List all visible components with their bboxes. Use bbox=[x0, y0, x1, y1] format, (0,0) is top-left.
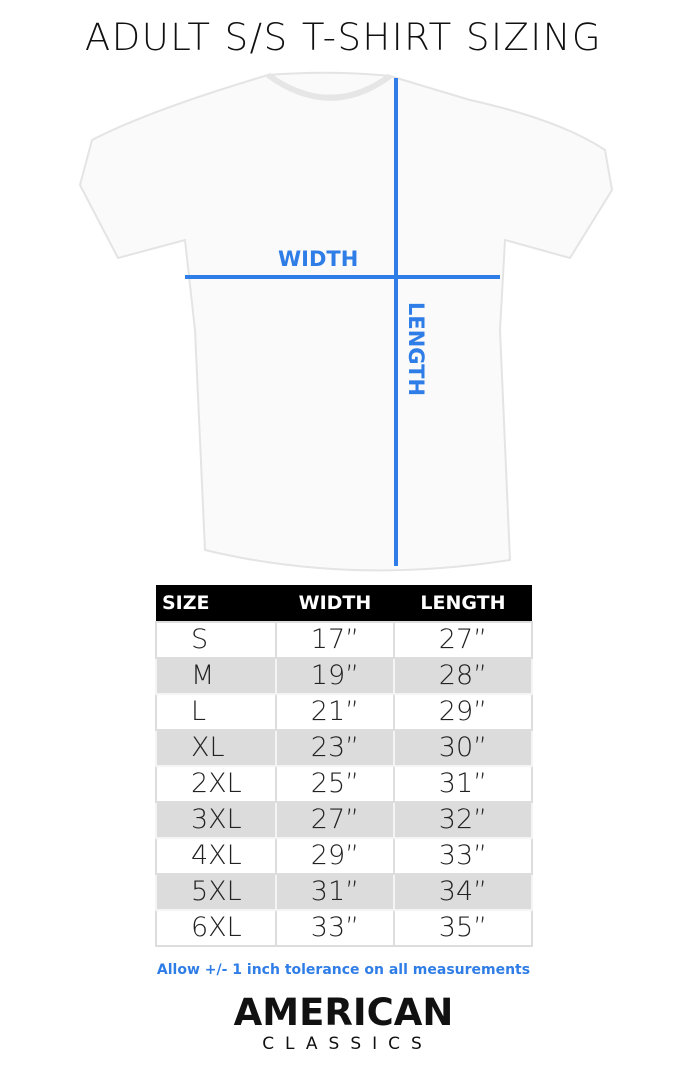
table-row: L 21” 29” bbox=[155, 693, 534, 731]
width-label: WIDTH bbox=[278, 247, 359, 271]
width-cell: 31” bbox=[275, 873, 395, 911]
tshirt-image bbox=[78, 71, 614, 572]
width-cell: 23” bbox=[275, 729, 395, 767]
table-row: 5XL 31” 34” bbox=[155, 873, 534, 911]
size-cell: 4XL bbox=[155, 837, 277, 875]
length-cell: 35” bbox=[392, 909, 534, 947]
width-cell: 27” bbox=[275, 801, 395, 839]
header-width: WIDTH bbox=[276, 585, 394, 622]
size-cell: 2XL bbox=[155, 765, 277, 803]
length-label: LENGTH bbox=[404, 302, 428, 397]
page-title: ADULT S/S T-SHIRT SIZING bbox=[84, 16, 603, 59]
size-cell: 3XL bbox=[155, 801, 277, 839]
width-cell: 21” bbox=[275, 693, 395, 731]
length-cell: 33” bbox=[392, 837, 534, 875]
size-table: SIZE WIDTH LENGTH S 17” 27” M 19” 28” L 21” 29” X… bbox=[155, 585, 534, 947]
header-length: LENGTH bbox=[393, 585, 532, 622]
tshirt-diagram bbox=[78, 71, 614, 572]
length-cell: 34” bbox=[392, 873, 534, 911]
tshirt-collar bbox=[266, 72, 392, 101]
table-row: 2XL 25” 31” bbox=[155, 765, 534, 803]
length-cell: 28” bbox=[392, 657, 534, 695]
table-row: S 17” 27” bbox=[155, 621, 534, 659]
size-cell: M bbox=[155, 657, 277, 695]
brand-logo-subtitle: CLASSICS bbox=[262, 1034, 433, 1054]
brand-logo: AMERICAN bbox=[233, 991, 454, 1034]
table-row: 3XL 27” 32” bbox=[155, 801, 534, 839]
length-cell: 27” bbox=[392, 621, 534, 659]
length-cell: 32” bbox=[392, 801, 534, 839]
width-cell: 25” bbox=[275, 765, 395, 803]
tolerance-note: Allow +/- 1 inch tolerance on all measur… bbox=[156, 962, 531, 978]
length-cell: 29” bbox=[392, 693, 534, 731]
table-header: SIZE WIDTH LENGTH bbox=[156, 585, 532, 622]
size-cell: XL bbox=[155, 729, 277, 767]
size-cell: 6XL bbox=[155, 909, 277, 947]
header-size: SIZE bbox=[156, 585, 276, 622]
width-cell: 29” bbox=[275, 837, 395, 875]
table-row: 4XL 29” 33” bbox=[155, 837, 534, 875]
size-cell: S bbox=[155, 621, 277, 659]
table-row: XL 23” 30” bbox=[155, 729, 534, 767]
table-row: M 19” 28” bbox=[155, 657, 534, 695]
width-cell: 33” bbox=[275, 909, 395, 947]
length-cell: 30” bbox=[392, 729, 534, 767]
size-cell: 5XL bbox=[155, 873, 277, 911]
width-cell: 19” bbox=[275, 657, 395, 695]
size-cell: L bbox=[155, 693, 277, 731]
length-cell: 31” bbox=[392, 765, 534, 803]
table-row: 6XL 33” 35” bbox=[155, 909, 534, 947]
width-cell: 17” bbox=[275, 621, 395, 659]
